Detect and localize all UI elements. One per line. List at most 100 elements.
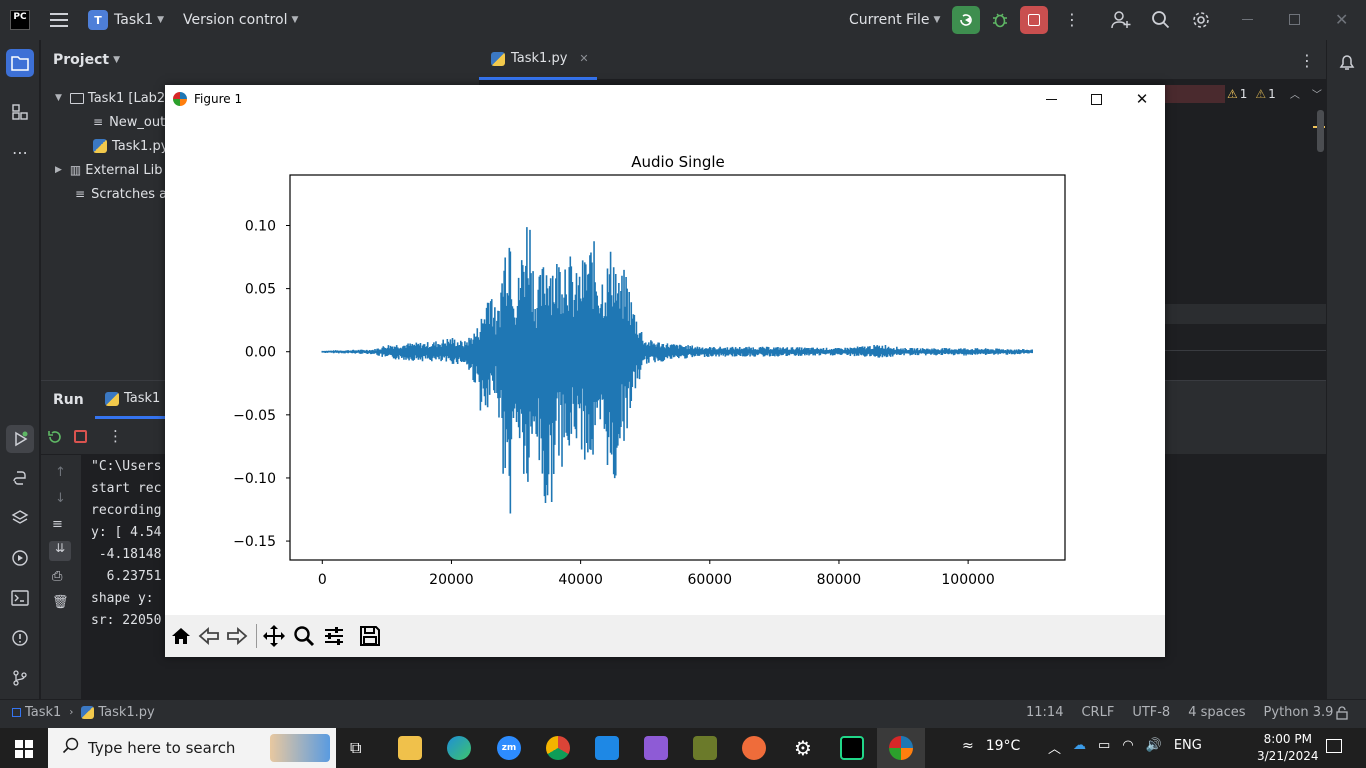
postman-icon[interactable] [742, 736, 766, 760]
save-figure-icon[interactable] [357, 623, 383, 649]
settings-icon[interactable]: ⚙ [794, 736, 812, 760]
rerun-icon[interactable] [47, 429, 63, 449]
language-indicator[interactable]: ENG [1173, 738, 1202, 753]
minimize-window-icon[interactable] [1242, 19, 1253, 20]
structure-tool-icon[interactable] [8, 100, 32, 124]
stop-button[interactable] [1020, 6, 1048, 34]
home-icon[interactable] [168, 623, 194, 649]
maximize-figure-button[interactable] [1073, 85, 1119, 113]
taskbar-search-box[interactable]: Type here to search [48, 728, 336, 768]
matplotlib-taskbar-icon[interactable] [889, 736, 913, 760]
lock-icon[interactable] [1335, 706, 1349, 724]
editor-more-icon[interactable]: ⋮ [1299, 51, 1315, 70]
forward-arrow-icon[interactable] [224, 623, 250, 649]
restore-window-icon[interactable] [1289, 14, 1300, 25]
file-encoding[interactable]: UTF-8 [1132, 705, 1171, 720]
pan-move-icon[interactable] [261, 623, 287, 649]
audio-chart[interactable]: Audio Single 0.10 0.05 0.00 −0.05 −0.10 −0.15… [165, 113, 1165, 613]
chevron-up-icon[interactable]: ︿ [1289, 90, 1300, 101]
run-tab-task1[interactable]: Task1 [95, 381, 165, 419]
app-icon[interactable] [693, 736, 717, 760]
close-tab-icon[interactable]: ✕ [579, 52, 589, 65]
zoom-icon[interactable]: zm [497, 736, 521, 760]
console-line: "C:\Users [91, 459, 162, 474]
figure-navigation-toolbar [165, 615, 1165, 657]
project-tool-icon[interactable] [6, 49, 34, 77]
search-highlight-image [270, 734, 330, 762]
x-tick-label: 80000 [817, 572, 862, 588]
zoom-magnifier-icon[interactable] [291, 623, 317, 649]
notification-center-icon[interactable] [1326, 739, 1342, 753]
main-menu-icon[interactable] [50, 12, 68, 28]
module-icon [12, 708, 21, 717]
weather-widget[interactable]: ≈ 19°C [962, 738, 1020, 754]
more-actions-icon[interactable]: ⋮ [1064, 10, 1080, 29]
terminal-icon[interactable] [8, 586, 32, 610]
tab-task1-py[interactable]: Task1.py ✕ [479, 40, 597, 80]
scroll-down-icon[interactable]: ↓ [55, 491, 66, 506]
figure-window-title: Figure 1 [194, 92, 243, 106]
task-view-icon[interactable]: ⧉ [350, 738, 362, 757]
print-icon[interactable]: ⎙ [52, 569, 63, 584]
scroll-up-icon[interactable]: ↑ [55, 465, 66, 480]
trash-icon[interactable]: 🗑 [52, 595, 69, 610]
volume-icon[interactable]: 🔊 [1145, 738, 1162, 753]
chevron-right-icon: ▶ [55, 165, 62, 175]
version-control-menu[interactable]: Version control ▼ [183, 12, 298, 28]
cloud-icon[interactable]: ☁ [1073, 738, 1087, 753]
file-explorer-icon[interactable] [398, 736, 422, 760]
breadcrumb-file[interactable]: Task1.py [98, 705, 155, 720]
indent-setting[interactable]: 4 spaces [1188, 705, 1246, 720]
chevron-up-icon[interactable]: ︿ [1048, 742, 1062, 757]
vscode-icon[interactable] [595, 736, 619, 760]
git-icon[interactable] [8, 666, 32, 690]
python-packages-icon[interactable] [8, 506, 32, 530]
version-control-label: Version control [183, 12, 288, 28]
matplotlib-logo-icon [173, 92, 187, 106]
project-selector[interactable]: T Task1 ▼ [88, 10, 164, 30]
python-console-icon[interactable] [8, 466, 32, 490]
configure-subplots-icon[interactable] [321, 623, 347, 649]
debug-icon[interactable] [990, 10, 1010, 30]
close-window-icon[interactable]: ✕ [1335, 10, 1349, 29]
gear-icon[interactable] [1191, 10, 1211, 34]
chevron-down-icon[interactable]: ﹀ [1311, 90, 1322, 101]
battery-icon[interactable]: ▭ [1098, 738, 1111, 753]
run-tool-icon[interactable] [6, 425, 34, 453]
more-tools-icon[interactable]: ⋯ [12, 142, 28, 162]
tree-item-external-libraries[interactable]: ▶ ▥ External Lib [55, 159, 162, 181]
windows-start-icon[interactable] [15, 740, 33, 758]
wifi-icon[interactable]: ◠ [1122, 738, 1134, 753]
editor-scrollbar[interactable] [1317, 110, 1324, 152]
add-user-icon[interactable] [1110, 10, 1132, 34]
breadcrumb-project[interactable]: Task1 [25, 705, 62, 720]
run-more-icon[interactable]: ⋮ [108, 427, 123, 445]
line-separator[interactable]: CRLF [1081, 705, 1115, 720]
back-arrow-icon[interactable] [196, 623, 222, 649]
search-icon[interactable] [1151, 10, 1171, 34]
clock[interactable]: 8:00 PM 3/21/2024 [1257, 731, 1319, 765]
notifications-icon[interactable] [1337, 52, 1357, 76]
tree-item-python-file[interactable]: Task1.py [93, 135, 168, 157]
visual-studio-icon[interactable] [644, 736, 668, 760]
soft-wrap-icon[interactable]: ≡ [52, 517, 63, 532]
tree-item-file[interactable]: ≡ New_out [93, 111, 165, 133]
tree-item-scratches[interactable]: ≡ Scratches a [75, 183, 167, 205]
project-panel-header[interactable]: Project ▼ [53, 52, 120, 68]
chrome-icon[interactable] [546, 736, 570, 760]
services-icon[interactable] [8, 546, 32, 570]
tree-item-root[interactable]: ▼ Task1 [Lab2 [55, 87, 165, 109]
pycharm-taskbar-icon[interactable] [840, 736, 864, 760]
stop-icon[interactable] [74, 430, 87, 443]
problems-icon[interactable] [8, 626, 32, 650]
rerun-button[interactable] [952, 6, 980, 34]
console-line: y: [ 4.54 [91, 525, 162, 540]
python-interpreter[interactable]: Python 3.9 [1263, 705, 1334, 720]
inspection-widget[interactable]: ⚠ 1 ⚠ 1 ︿ ﹀ [1227, 86, 1322, 102]
minimize-figure-button[interactable] [1028, 85, 1074, 113]
edge-icon[interactable] [447, 736, 471, 760]
scroll-to-end-icon[interactable]: ⇊ [49, 541, 71, 561]
caret-position[interactable]: 11:14 [1026, 705, 1064, 720]
run-config-selector[interactable]: Current File ▼ [849, 12, 940, 28]
close-figure-button[interactable]: ✕ [1135, 90, 1149, 108]
